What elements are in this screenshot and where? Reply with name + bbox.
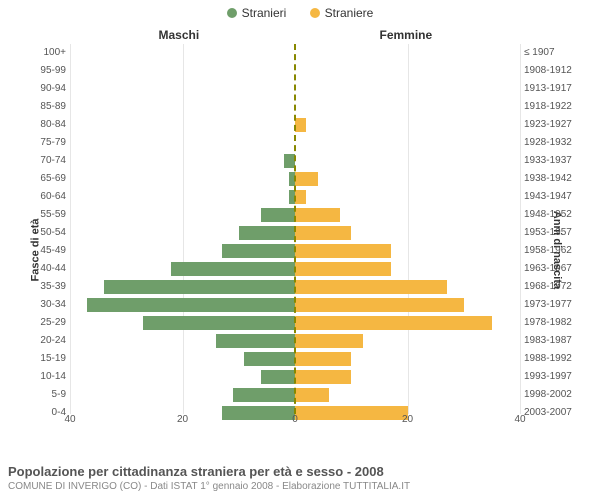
age-label: 10-14 xyxy=(22,368,70,386)
age-label: 95-99 xyxy=(22,62,70,80)
legend-swatch-male xyxy=(227,8,237,18)
bar-female xyxy=(295,316,492,330)
age-label: 40-44 xyxy=(22,260,70,278)
birth-year-label: 1928-1932 xyxy=(520,134,588,152)
x-tick: 40 xyxy=(64,414,75,425)
age-label: 65-69 xyxy=(22,170,70,188)
legend-item-female: Straniere xyxy=(310,6,374,20)
pyramid-chart: Stranieri Straniere Maschi Femmine Fasce… xyxy=(0,0,600,500)
birth-year-label: 2003-2007 xyxy=(520,404,588,422)
age-label: 50-54 xyxy=(22,224,70,242)
legend-label-female: Straniere xyxy=(325,6,374,20)
age-label: 100+ xyxy=(22,44,70,62)
birth-year-label: 1958-1962 xyxy=(520,242,588,260)
bar-male xyxy=(143,316,295,330)
birth-year-label: 1968-1972 xyxy=(520,278,588,296)
age-label: 85-89 xyxy=(22,98,70,116)
age-label: 0-4 xyxy=(22,404,70,422)
bar-male xyxy=(222,244,295,258)
age-label: 15-19 xyxy=(22,350,70,368)
x-tick: 40 xyxy=(514,414,525,425)
bar-female xyxy=(295,262,391,276)
zero-line xyxy=(294,44,296,414)
bar-female xyxy=(295,244,391,258)
bar-female xyxy=(295,172,318,186)
birth-year-label: 1943-1947 xyxy=(520,188,588,206)
bar-female xyxy=(295,118,306,132)
bar-female xyxy=(295,388,329,402)
bar-female xyxy=(295,226,351,240)
age-label: 20-24 xyxy=(22,332,70,350)
bar-male xyxy=(104,280,295,294)
birth-year-label: 1988-1992 xyxy=(520,350,588,368)
age-label: 75-79 xyxy=(22,134,70,152)
x-tick: 20 xyxy=(402,414,413,425)
age-label: 80-84 xyxy=(22,116,70,134)
chart-area: 100+≤ 190795-991908-191290-941913-191785… xyxy=(70,44,520,428)
birth-year-label: 1978-1982 xyxy=(520,314,588,332)
bar-male xyxy=(87,298,295,312)
x-axis-ticks: 402002040 xyxy=(70,414,520,428)
bar-female xyxy=(295,280,447,294)
age-label: 45-49 xyxy=(22,242,70,260)
bar-male xyxy=(216,334,295,348)
bar-female xyxy=(295,190,306,204)
birth-year-label: 1908-1912 xyxy=(520,62,588,80)
bar-female xyxy=(295,298,464,312)
birth-year-label: 1918-1922 xyxy=(520,98,588,116)
legend: Stranieri Straniere xyxy=(0,6,600,21)
legend-item-male: Stranieri xyxy=(227,6,287,20)
bar-female xyxy=(295,208,340,222)
birth-year-label: 1983-1987 xyxy=(520,332,588,350)
caption: Popolazione per cittadinanza straniera p… xyxy=(8,464,410,492)
bar-male xyxy=(244,352,295,366)
birth-year-label: 1938-1942 xyxy=(520,170,588,188)
bar-female xyxy=(295,352,351,366)
age-label: 90-94 xyxy=(22,80,70,98)
bar-male xyxy=(261,370,295,384)
age-label: 35-39 xyxy=(22,278,70,296)
birth-year-label: 1933-1937 xyxy=(520,152,588,170)
birth-year-label: 1973-1977 xyxy=(520,296,588,314)
column-title-right: Femmine xyxy=(380,28,433,42)
age-label: 60-64 xyxy=(22,188,70,206)
caption-sub: COMUNE DI INVERIGO (CO) - Dati ISTAT 1° … xyxy=(8,481,410,492)
legend-label-male: Stranieri xyxy=(242,6,287,20)
birth-year-label: ≤ 1907 xyxy=(520,44,588,62)
age-label: 25-29 xyxy=(22,314,70,332)
bar-male xyxy=(233,388,295,402)
age-label: 55-59 xyxy=(22,206,70,224)
age-label: 70-74 xyxy=(22,152,70,170)
x-tick: 20 xyxy=(177,414,188,425)
legend-swatch-female xyxy=(310,8,320,18)
age-label: 5-9 xyxy=(22,386,70,404)
birth-year-label: 1993-1997 xyxy=(520,368,588,386)
bar-female xyxy=(295,334,363,348)
birth-year-label: 1998-2002 xyxy=(520,386,588,404)
x-tick: 0 xyxy=(292,414,298,425)
bar-female xyxy=(295,370,351,384)
caption-title: Popolazione per cittadinanza straniera p… xyxy=(8,464,410,479)
age-label: 30-34 xyxy=(22,296,70,314)
column-title-left: Maschi xyxy=(159,28,200,42)
bar-male xyxy=(239,226,295,240)
birth-year-label: 1913-1917 xyxy=(520,80,588,98)
bar-male xyxy=(261,208,295,222)
birth-year-label: 1923-1927 xyxy=(520,116,588,134)
birth-year-label: 1953-1957 xyxy=(520,224,588,242)
birth-year-label: 1948-1952 xyxy=(520,206,588,224)
bar-male xyxy=(171,262,295,276)
birth-year-label: 1963-1967 xyxy=(520,260,588,278)
